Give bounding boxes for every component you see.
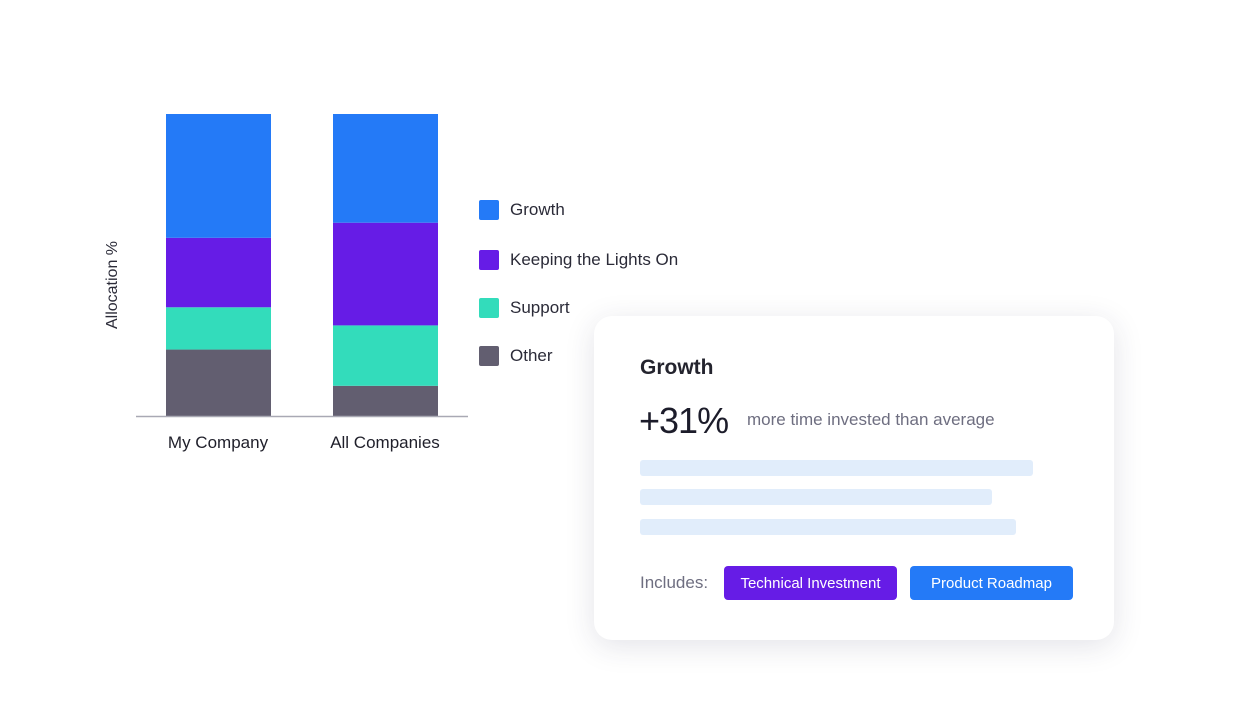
tag-technical-investment[interactable]: Technical Investment (724, 566, 897, 600)
bar-segment-support-my-company (166, 307, 271, 350)
bar-segment-support-all-companies (333, 325, 438, 386)
legend-label: Other (510, 346, 553, 365)
bar-segment-keeping-the-lights-on-all-companies (333, 222, 438, 326)
placeholder-line (640, 519, 1016, 535)
legend-item-growth: Growth (479, 200, 565, 220)
legend-swatch (479, 250, 499, 270)
includes-label: Includes: (640, 573, 709, 592)
growth-insight-card: Growth +31% more time invested than aver… (594, 316, 1114, 640)
bar-segment-growth-my-company (166, 114, 271, 238)
legend-item-other: Other (479, 346, 553, 366)
legend-label: Growth (510, 200, 565, 219)
legend-item-keeping-lights-on: Keeping the Lights On (479, 250, 678, 270)
card-description: more time invested than average (747, 410, 995, 429)
legend-item-support: Support (479, 298, 570, 318)
placeholder-line (640, 460, 1033, 476)
x-tick-label: All Companies (330, 433, 440, 452)
bar-segment-other-all-companies (333, 385, 438, 416)
card-value: +31% (639, 400, 729, 441)
bar-segment-other-my-company (166, 349, 271, 416)
legend-label: Support (510, 298, 570, 317)
placeholder-line (640, 489, 992, 505)
bar-segment-keeping-the-lights-on-my-company (166, 237, 271, 308)
card-title: Growth (640, 356, 714, 379)
legend-swatch (479, 200, 499, 220)
x-tick-label: My Company (168, 433, 269, 452)
bar-segment-growth-all-companies (333, 114, 438, 223)
stacked-bar-chart: My Company All Companies Allocation % (104, 114, 468, 452)
legend-swatch (479, 298, 499, 318)
tag-product-roadmap[interactable]: Product Roadmap (910, 566, 1073, 600)
y-axis-label: Allocation % (104, 241, 121, 329)
legend-swatch (479, 346, 499, 366)
legend-label: Keeping the Lights On (510, 250, 679, 269)
